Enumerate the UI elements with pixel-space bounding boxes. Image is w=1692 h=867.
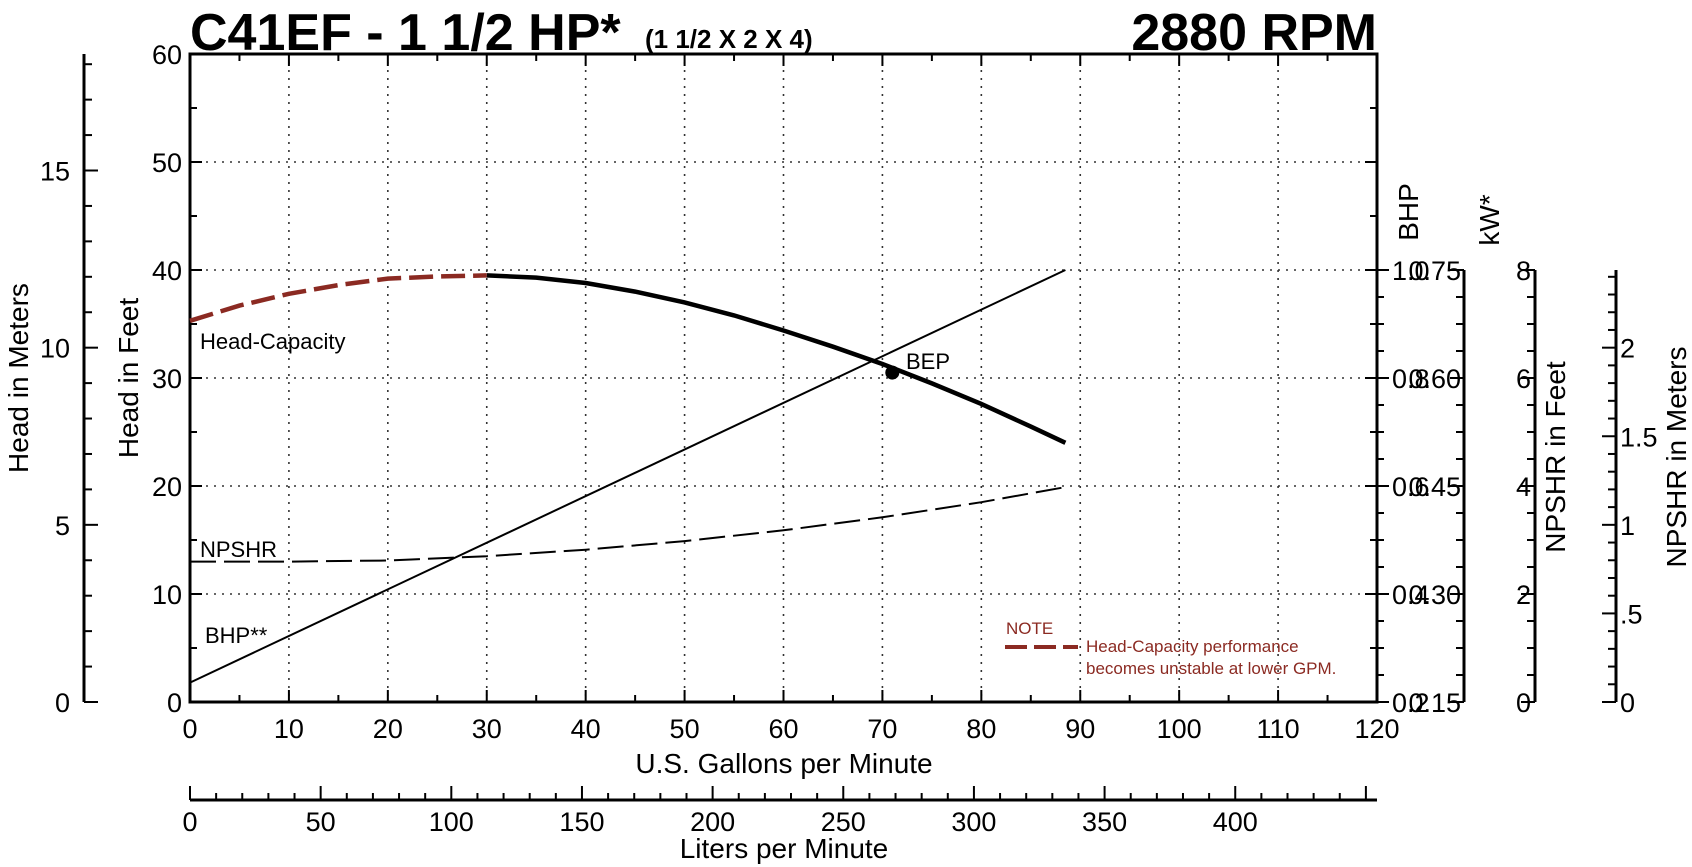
lpm-tick-label: 350: [1082, 807, 1127, 837]
head-feet-axis: 0 10 20 30 40 50 60: [152, 40, 1377, 718]
lpm-tick-label: 50: [306, 807, 336, 837]
kw-axis: 0.15 0.30 0.45 0.60 0.75: [1408, 256, 1466, 718]
lpm-axis-title: Liters per Minute: [680, 833, 889, 864]
head-ft-tick-label: 60: [152, 40, 182, 70]
head-ft-tick-label: 50: [152, 148, 182, 178]
bhp-tick-label: 0.2: [1392, 688, 1430, 718]
kw-tick-label: 0.45: [1408, 472, 1461, 502]
note-line-2: becomes unstable at lower GPM.: [1086, 659, 1336, 678]
head-ft-tick-label: 10: [152, 580, 182, 610]
npshr-ft-tick-label: 0: [1516, 688, 1531, 718]
lpm-axis: 0 50 100 150 200 250 300 350 400: [182, 786, 1377, 837]
lpm-tick-label: 400: [1213, 807, 1258, 837]
series-label-head-capacity: Head-Capacity: [200, 329, 346, 354]
gpm-tick-label: 110: [1257, 714, 1300, 744]
head-meters-axis-title: Head in Meters: [3, 283, 34, 473]
npshr-feet-axis: 0 2 4 6 8: [1516, 256, 1537, 718]
head-m-tick-label: 0: [55, 688, 70, 718]
gpm-tick-label: 30: [472, 714, 502, 744]
kw-tick-label: 0.15: [1408, 688, 1461, 718]
npshr-ft-tick-label: 4: [1516, 472, 1531, 502]
bep-point: [885, 365, 900, 380]
gpm-tick-label: 60: [768, 714, 798, 744]
gpm-tick-label: 90: [1065, 714, 1095, 744]
note-line-1: Head-Capacity performance: [1086, 637, 1299, 656]
head-capacity-curve: [486, 273, 1067, 445]
bhp-curve: [189, 269, 1066, 684]
kw-tick-label: 0.30: [1408, 580, 1461, 610]
lpm-tick-label: 300: [951, 807, 996, 837]
head-feet-axis-title: Head in Feet: [113, 298, 144, 459]
bhp-tick-label: 1.0: [1392, 256, 1430, 286]
bhp-axis-title: BHP: [1393, 183, 1424, 241]
lpm-tick-label: 250: [821, 807, 866, 837]
head-m-tick-label: 10: [40, 334, 70, 364]
gpm-tick-label: 80: [966, 714, 996, 744]
gpm-tick-label: 50: [670, 714, 700, 744]
gpm-axis-title: U.S. Gallons per Minute: [635, 748, 932, 779]
bep-label: BEP: [906, 349, 950, 374]
gpm-tick-label: 120: [1354, 714, 1399, 744]
gpm-tick-label: 100: [1157, 714, 1202, 744]
gpm-tick-label: 20: [373, 714, 403, 744]
npshr-ft-tick-label: 8: [1516, 256, 1531, 286]
npshr-ft-tick-label: 6: [1516, 364, 1531, 394]
gpm-axis: 0 10 20 30 40 50 60 70 80 90 100 110 120: [182, 54, 1400, 744]
head-ft-tick-label: 0: [167, 688, 182, 718]
lpm-tick-label: 200: [690, 807, 735, 837]
npshr-feet-axis-title: NPSHR in Feet: [1540, 361, 1571, 553]
npshr-m-tick-label: 2: [1620, 334, 1635, 364]
head-m-tick-label: 5: [55, 511, 70, 541]
gpm-tick-label: 70: [867, 714, 897, 744]
head-ft-tick-label: 30: [152, 364, 182, 394]
gpm-tick-label: 0: [182, 714, 197, 744]
npshr-curve: [190, 486, 1066, 563]
lpm-tick-label: 100: [429, 807, 474, 837]
lpm-tick-label: 0: [182, 807, 197, 837]
lpm-tick-label: 150: [559, 807, 604, 837]
bhp-tick-label: 0.6: [1392, 472, 1430, 502]
gpm-tick-label: 40: [571, 714, 601, 744]
npshr-meters-axis-title: NPSHR in Meters: [1661, 347, 1692, 568]
grid: [190, 54, 1377, 702]
head-ft-tick-label: 40: [152, 256, 182, 286]
kw-axis-title: kW*: [1474, 194, 1505, 245]
series-label-npshr: NPSHR: [200, 537, 277, 562]
head-ft-tick-label: 20: [152, 472, 182, 502]
rpm-label: 2880 RPM: [1131, 4, 1377, 62]
kw-tick-label: 0.75: [1408, 256, 1461, 286]
head-meters-axis: 0 5 10 15: [40, 54, 98, 718]
bhp-tick-label: 0.8: [1392, 364, 1430, 394]
npshr-ft-tick-label: 2: [1516, 580, 1531, 610]
npshr-m-tick-label: 0: [1620, 688, 1635, 718]
chart-subtitle: (1 1/2 X 2 X 4): [645, 24, 813, 54]
npshr-m-tick-label: 1: [1620, 511, 1635, 541]
bhp-tick-label: 0.4: [1392, 580, 1430, 610]
chart-title: C41EF - 1 1/2 HP*: [190, 4, 621, 62]
note-heading: NOTE: [1006, 619, 1053, 638]
head-capacity-unstable-curve: [189, 273, 487, 323]
series-label-bhp: BHP**: [205, 623, 268, 648]
gpm-tick-label: 10: [274, 714, 304, 744]
series-layer: [189, 269, 1067, 684]
kw-tick-label: 0.60: [1408, 364, 1461, 394]
bhp-axis: 0.2 0.4 0.6 0.8 1.0: [1375, 256, 1430, 718]
npshr-m-tick-label: .5: [1620, 599, 1643, 629]
head-m-tick-label: 15: [40, 157, 70, 187]
npshr-m-tick-label: 1.5: [1620, 422, 1658, 452]
npshr-meters-axis: 0 .5 1 1.5 2: [1602, 270, 1658, 718]
